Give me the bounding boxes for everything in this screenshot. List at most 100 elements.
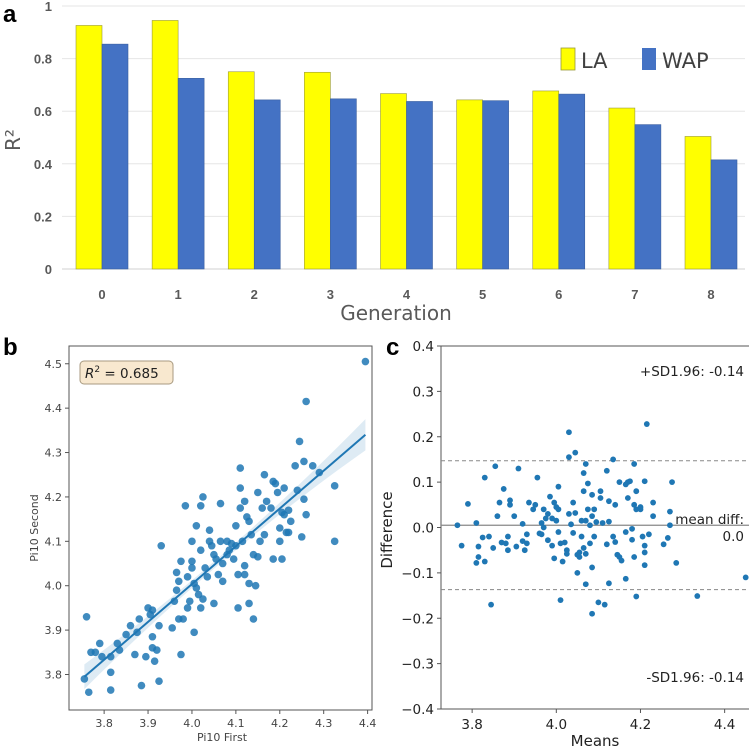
data-point: [330, 482, 339, 490]
y-tick-label: 0.4: [34, 157, 53, 172]
data-point: [616, 479, 623, 486]
data-point: [247, 530, 256, 539]
data-point: [181, 502, 190, 510]
data-point: [576, 549, 583, 556]
data-point: [267, 504, 275, 512]
data-point: [330, 537, 339, 546]
data-point: [236, 504, 245, 512]
data-point: [544, 510, 551, 517]
data-point: [236, 484, 245, 492]
data-point: [177, 650, 185, 659]
data-point: [519, 520, 526, 527]
bar-wap: [177, 78, 205, 270]
mean-diff-label: mean diff:: [675, 512, 744, 528]
y-tick-label: −0.4: [401, 702, 434, 718]
data-point: [669, 479, 675, 486]
data-point: [511, 513, 518, 520]
data-point: [597, 488, 604, 495]
data-point: [84, 688, 93, 697]
data-point: [593, 519, 600, 525]
y-axis-label: R²: [1, 129, 25, 151]
data-point: [694, 593, 701, 599]
data-point: [240, 570, 249, 579]
data-point: [98, 652, 106, 661]
panel-label-c: c: [386, 334, 399, 361]
data-point: [589, 491, 595, 498]
data-point: [188, 557, 196, 566]
data-point: [203, 573, 212, 581]
data-point: [643, 421, 650, 427]
data-point: [454, 522, 461, 529]
data-point: [280, 484, 288, 492]
data-point: [505, 533, 511, 540]
panel-label-b: b: [3, 334, 18, 361]
data-point: [667, 508, 673, 515]
data-point: [106, 686, 115, 694]
data-point: [249, 615, 258, 623]
data-point: [645, 531, 652, 538]
y-tick-label: 4.5: [45, 358, 63, 371]
data-point: [131, 650, 139, 659]
data-point: [523, 531, 530, 538]
data-point: [612, 501, 619, 508]
data-point: [475, 543, 482, 550]
data-point: [637, 506, 644, 513]
y-tick-label: −0.3: [401, 657, 434, 673]
data-point: [544, 537, 551, 544]
data-point: [122, 630, 130, 639]
data-point: [507, 501, 513, 508]
data-point: [190, 628, 198, 637]
data-point: [633, 593, 640, 600]
x-axis-label: Means: [571, 732, 620, 748]
data-point: [523, 540, 530, 547]
x-tick-label: 4.0: [546, 717, 567, 733]
data-point: [240, 561, 249, 570]
y-axis-label: Pi10 Second: [28, 494, 41, 561]
plot-area: [440, 345, 749, 710]
data-point: [245, 599, 253, 608]
data-point: [473, 520, 480, 526]
data-point: [589, 610, 595, 617]
data-point: [494, 513, 501, 520]
bar-wap: [406, 101, 433, 270]
data-point: [547, 493, 553, 500]
data-point: [606, 498, 612, 505]
data-point: [633, 488, 640, 495]
y-tick-label: 4.3: [45, 447, 63, 460]
data-point: [210, 599, 218, 608]
data-point: [587, 540, 593, 547]
bar-la: [227, 71, 255, 270]
data-point: [492, 463, 499, 470]
data-point: [475, 554, 482, 560]
bar-wap: [253, 99, 281, 270]
data-point: [584, 480, 591, 487]
data-point: [155, 677, 163, 685]
data-point: [622, 575, 629, 582]
data-point: [507, 497, 513, 504]
data-point: [254, 488, 262, 497]
data-point: [582, 461, 589, 467]
x-tick-label: 4.2: [271, 717, 289, 730]
data-point: [587, 522, 593, 529]
data-point: [563, 550, 570, 557]
data-point: [234, 604, 242, 612]
data-point: [650, 499, 657, 506]
bar-wap: [710, 159, 738, 270]
data-point: [595, 599, 602, 606]
data-point: [664, 535, 671, 541]
y-tick-label: 4.4: [45, 402, 63, 415]
y-tick-label: 0.2: [34, 209, 52, 224]
data-point: [580, 545, 587, 551]
data-point: [185, 597, 194, 606]
data-point: [589, 513, 595, 520]
data-point: [137, 681, 146, 690]
r-squared-annotation: R2 = 0.685: [85, 365, 159, 382]
data-point: [295, 437, 304, 446]
y-tick-label: 0.2: [413, 430, 434, 446]
data-point: [551, 555, 558, 562]
data-point: [179, 615, 187, 623]
data-point: [234, 570, 242, 579]
data-point: [361, 357, 370, 366]
bar-la: [456, 99, 483, 270]
data-point: [650, 513, 657, 520]
